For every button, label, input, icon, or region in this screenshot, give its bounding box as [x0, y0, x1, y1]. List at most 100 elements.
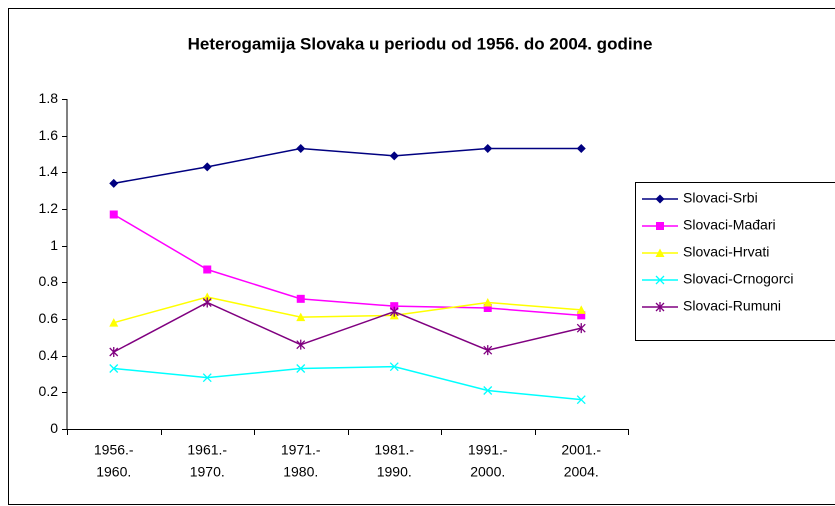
- marker: [296, 294, 305, 303]
- marker: [202, 162, 212, 172]
- marker-shape: [296, 312, 306, 322]
- y-tick-label: 1.4: [39, 163, 59, 179]
- x-tick-label: 1961.-: [187, 442, 227, 458]
- x-tick-label: 1970.: [190, 464, 225, 480]
- marker: [483, 345, 493, 356]
- marker-shape: [576, 323, 586, 334]
- marker-shape: [483, 144, 493, 153]
- series-line: [113, 365, 582, 401]
- marker: [483, 386, 493, 395]
- marker: [389, 151, 399, 161]
- x-tick-label: 1980.: [283, 464, 318, 480]
- series-line: [113, 296, 582, 324]
- marker: [483, 144, 493, 153]
- marker-shape: [655, 194, 665, 204]
- legend-label: Slovaci-Srbi: [683, 190, 758, 206]
- marker-shape: [483, 386, 493, 395]
- marker: [109, 347, 119, 357]
- x-tick-label: 1990.: [377, 464, 412, 480]
- marker: [655, 248, 665, 257]
- marker: [655, 194, 665, 204]
- marker-shape: [109, 364, 119, 373]
- chart-title: Heterogamija Slovaka u periodu od 1956. …: [188, 34, 653, 53]
- marker: [202, 297, 212, 308]
- marker: [656, 222, 664, 230]
- y-tick-label: 1: [50, 237, 58, 253]
- y-tick-label: 0.6: [39, 310, 59, 326]
- marker: [109, 178, 119, 188]
- x-tick-label: 1971.-: [281, 442, 321, 458]
- marker-shape: [576, 305, 586, 314]
- x-tick-label: 1981.-: [374, 442, 414, 458]
- series-line: [113, 147, 582, 185]
- y-tick-label: 1.8: [39, 90, 59, 106]
- marker-shape: [109, 347, 119, 357]
- marker: [655, 275, 665, 285]
- marker-shape: [296, 339, 306, 350]
- marker-shape: [577, 311, 586, 320]
- marker-shape: [296, 294, 305, 303]
- marker-shape: [483, 298, 493, 307]
- marker-shape: [109, 318, 119, 327]
- y-tick-label: 0: [50, 420, 58, 436]
- marker-shape: [296, 364, 306, 373]
- marker: [389, 362, 399, 372]
- x-tick-label: 2000.: [470, 464, 505, 480]
- marker-shape: [389, 362, 399, 372]
- x-tick-label: 2001.-: [561, 442, 601, 458]
- marker-shape: [202, 292, 212, 301]
- marker: [655, 302, 665, 312]
- marker: [577, 311, 586, 320]
- marker-shape: [202, 373, 212, 383]
- y-tick-label: 0.2: [39, 383, 59, 399]
- marker: [109, 318, 119, 327]
- marker-shape: [576, 144, 586, 153]
- marker: [576, 305, 586, 314]
- marker-shape: [390, 302, 399, 311]
- marker: [296, 339, 306, 350]
- marker-shape: [202, 162, 212, 172]
- marker: [483, 304, 492, 312]
- marker-shape: [202, 297, 212, 308]
- marker: [203, 265, 212, 274]
- legend-box: [635, 182, 835, 341]
- marker: [389, 306, 399, 317]
- x-tick-label: 1956.-: [94, 442, 134, 458]
- marker: [576, 323, 586, 334]
- legend-label: Slovaci-Rumuni: [683, 298, 781, 314]
- marker-shape: [109, 178, 119, 188]
- marker: [483, 298, 493, 307]
- marker: [296, 364, 306, 373]
- marker-shape: [655, 248, 665, 257]
- y-tick-label: 1.6: [39, 127, 59, 143]
- series-line: [113, 301, 582, 353]
- marker: [109, 364, 119, 373]
- marker: [202, 292, 212, 301]
- marker-shape: [483, 345, 493, 356]
- legend-label: Slovaci-Mađari: [683, 217, 776, 233]
- series-line: [113, 213, 582, 317]
- marker: [296, 312, 306, 322]
- marker: [576, 395, 586, 405]
- marker-shape: [655, 275, 665, 285]
- y-tick-label: 1.2: [39, 200, 59, 216]
- marker-shape: [389, 151, 399, 161]
- marker: [576, 144, 586, 153]
- marker: [296, 144, 306, 153]
- marker-shape: [389, 306, 399, 317]
- x-tick-label: 1991.-: [468, 442, 508, 458]
- x-tick-label: 2004.: [564, 464, 599, 480]
- y-tick-label: 0.8: [39, 273, 59, 289]
- marker-shape: [576, 395, 586, 405]
- marker-shape: [655, 302, 665, 312]
- y-tick-label: 0.4: [39, 347, 59, 363]
- marker-shape: [656, 222, 664, 230]
- marker-shape: [203, 265, 212, 274]
- marker: [390, 302, 399, 311]
- legend-label: Slovaci-Crnogorci: [683, 271, 793, 287]
- x-tick-label: 1960.: [96, 464, 131, 480]
- marker-shape: [483, 304, 492, 312]
- marker-shape: [109, 210, 118, 219]
- marker-shape: [296, 144, 306, 153]
